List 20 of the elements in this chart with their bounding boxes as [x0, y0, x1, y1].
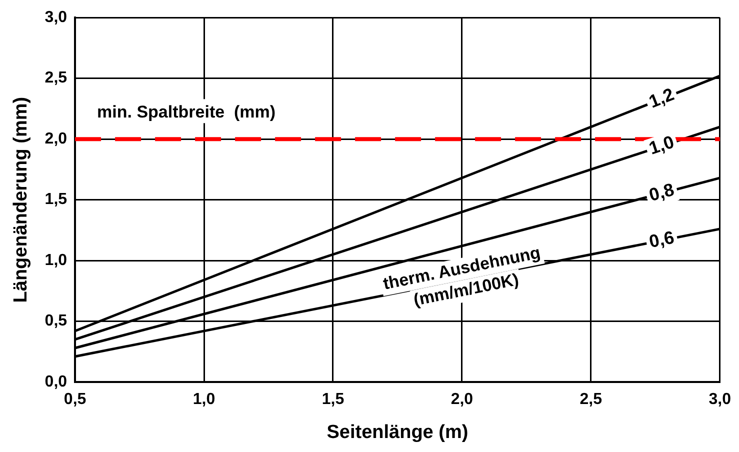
y-tick-label: 0,5	[44, 312, 68, 330]
y-tick-label: 2,5	[44, 70, 68, 87]
x-tick-label: 0,5	[64, 391, 86, 408]
text: 1,0	[646, 132, 677, 158]
x-axis-title: Seitenlänge (m)	[326, 422, 468, 443]
x-tick-label: 1,5	[322, 391, 344, 408]
y-tick-label: 3,0	[44, 9, 68, 26]
ref-line-label: min. Spaltbreite (mm)	[97, 102, 276, 122]
y-tick-label: 1,5	[44, 191, 68, 208]
x-tick-label: 2,0	[450, 391, 474, 408]
x-tick-label: 3,0	[708, 391, 732, 408]
y-tick-label: 1,0	[44, 252, 68, 269]
x-tick-label: 2,5	[580, 391, 602, 408]
text: 0,6	[647, 227, 676, 252]
y-tick-label: 0,0	[44, 373, 68, 390]
text: 0,8	[646, 179, 676, 206]
x-tick-label: 1,0	[192, 391, 216, 408]
text: 1,2	[646, 84, 677, 112]
y-axis-title: Längenänderung (mm)	[10, 96, 32, 303]
y-tick-label: 2,0	[44, 130, 68, 148]
